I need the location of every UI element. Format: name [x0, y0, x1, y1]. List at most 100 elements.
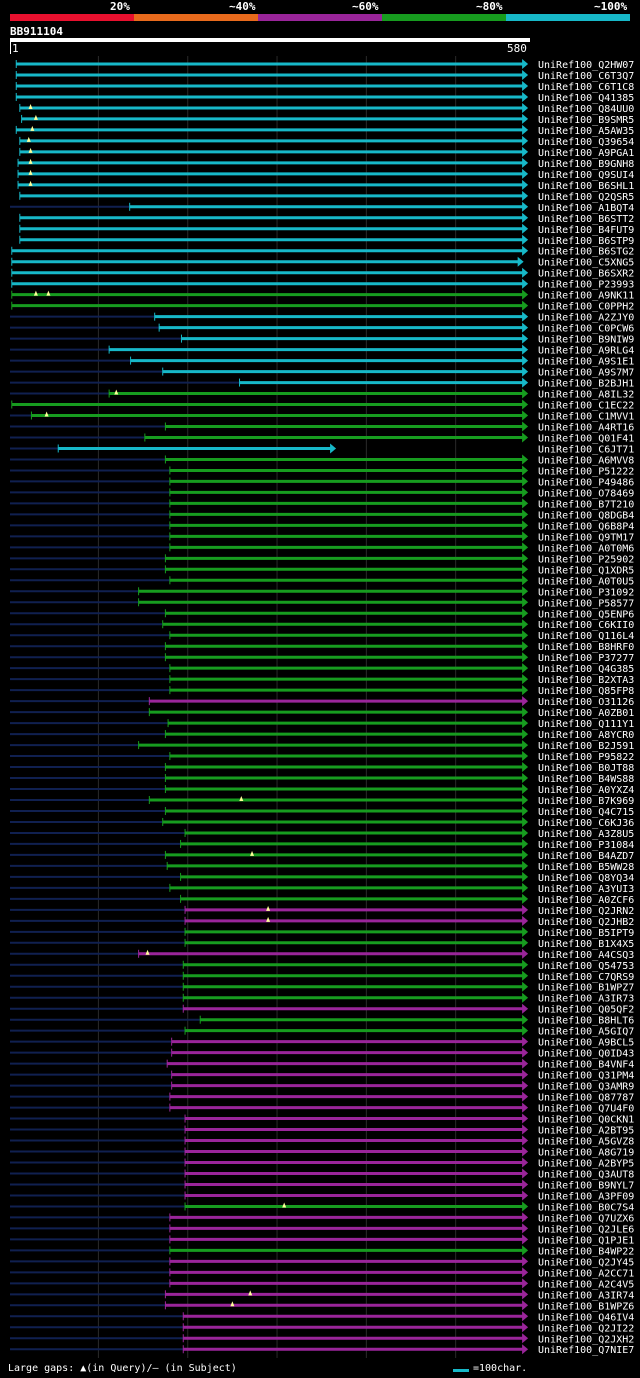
hit-label: UniRef100_B1X4X5 [538, 939, 634, 950]
hit-label: UniRef100_B1WPZ7 [538, 983, 634, 994]
hit-row: UniRef100_O31126 [10, 696, 634, 708]
hit-arrow [522, 531, 529, 542]
hit-label: UniRef100_A9S7M7 [538, 368, 634, 379]
hit-label: UniRef100_Q01F41 [538, 433, 634, 444]
hit-row: UniRef100_Q1PJE1 [10, 1234, 634, 1246]
hit-row: UniRef100_B2XTA3 [10, 674, 634, 686]
legend-label-5: ~100% [594, 0, 628, 13]
hit-row: UniRef100_Q39654 [19, 135, 634, 148]
hit-row: UniRef100_A4CSQ3 [10, 948, 634, 961]
hit-arrow [522, 311, 529, 322]
hit-label: UniRef100_B8HLT6 [538, 1016, 634, 1027]
hit-row: UniRef100_A0T0U5 [10, 575, 634, 587]
hit-arrow [522, 542, 529, 553]
hit-label: UniRef100_Q111Y1 [538, 719, 634, 730]
hit-row: UniRef100_C6T3Q7 [15, 69, 634, 82]
legend-label-2: ~40% [229, 0, 256, 13]
hit-arrow [522, 245, 529, 256]
query-gap-marker [230, 1301, 235, 1307]
hit-arrow [522, 805, 529, 816]
hit-row: UniRef100_Q4C715 [10, 805, 634, 818]
hit-label: UniRef100_C0PPH2 [538, 302, 634, 313]
hit-row: UniRef100_Q54753 [10, 959, 634, 972]
hit-label: UniRef100_B4WP22 [538, 1246, 634, 1257]
hit-row: UniRef100_B5IPT9 [10, 926, 634, 939]
legend-segment-5 [506, 14, 630, 21]
query-gap-marker [28, 103, 33, 109]
hit-label: UniRef100_Q31PM4 [538, 1071, 634, 1082]
hit-row: UniRef100_Q8DGB4 [10, 509, 634, 521]
hit-label: UniRef100_A0ZCF6 [538, 895, 634, 906]
hit-arrow [522, 201, 529, 212]
hit-arrow [522, 498, 529, 509]
query-gap-marker [28, 158, 33, 164]
hit-arrow [522, 168, 529, 179]
hit-row: UniRef100_Q7U4F0 [10, 1102, 634, 1115]
hit-row: UniRef100_C1MVV1 [10, 410, 634, 423]
hit-row: UniRef100_Q2JI22 [10, 1322, 634, 1334]
hit-arrow [522, 586, 529, 597]
hit-row: UniRef100_P25902 [10, 553, 634, 565]
hit-label: UniRef100_Q2HW07 [538, 60, 634, 71]
hit-arrow [330, 443, 337, 454]
hit-arrow [522, 597, 529, 608]
hit-label: UniRef100_B6STT2 [538, 214, 634, 225]
hit-label: UniRef100_Q46IV4 [538, 1312, 634, 1323]
hit-label: UniRef100_A8YCR0 [538, 730, 634, 741]
legend-segment-1 [10, 14, 134, 21]
hit-row: UniRef100_Q116L4 [10, 630, 634, 642]
hit-row: UniRef100_Q8YQ34 [10, 871, 634, 884]
hit-label: UniRef100_Q2JXH2 [538, 1334, 634, 1345]
hit-label: UniRef100_B9GNH8 [538, 159, 634, 170]
hit-row: UniRef100_A2BYP5 [10, 1157, 634, 1170]
hit-row: UniRef100_B4WP22 [10, 1245, 634, 1257]
hit-arrow [522, 157, 529, 168]
hit-label: UniRef100_A5GVZ8 [538, 1137, 634, 1148]
hit-arrow [522, 1333, 529, 1344]
hit-arrow [522, 1157, 529, 1168]
query-gap-marker [28, 147, 33, 153]
hit-arrow [522, 773, 529, 784]
hit-arrow [522, 509, 529, 520]
hit-arrow [522, 212, 529, 223]
hit-label: UniRef100_B4FUT9 [538, 225, 634, 236]
hit-arrow [522, 970, 529, 981]
query-gap-marker [46, 290, 51, 296]
hit-row: UniRef100_B4VNF4 [10, 1058, 634, 1071]
hit-arrow [522, 630, 529, 641]
hit-arrow [522, 838, 529, 849]
hit-label: UniRef100_B2J591 [538, 741, 634, 752]
hit-arrow [522, 355, 529, 366]
hit-label: UniRef100_Q1PJE1 [538, 1235, 634, 1246]
query-gap-marker [28, 169, 33, 175]
hit-label: UniRef100_P31092 [538, 587, 634, 598]
hit-row: UniRef100_Q4G385 [10, 663, 634, 675]
hit-row: UniRef100_Q2QSR5 [19, 190, 634, 203]
legend-segment-2 [134, 14, 258, 21]
hit-row: UniRef100_A9RLG4 [10, 344, 634, 357]
query-scale-start: 1 [12, 42, 19, 55]
hit-row: UniRef100_A2ZJY0 [10, 311, 634, 324]
hit-label: UniRef100_B1WPZ6 [538, 1301, 634, 1312]
hit-label: UniRef100_B4AZD7 [538, 851, 634, 862]
hit-row: UniRef100_B8HRF0 [10, 641, 634, 653]
hit-row: UniRef100_B5WW28 [10, 860, 634, 873]
hit-label: UniRef100_P25902 [538, 554, 634, 565]
hit-label: UniRef100_Q4C715 [538, 807, 634, 818]
hit-row: UniRef100_C6T1C8 [15, 80, 634, 93]
hit-label: UniRef100_A4CSQ3 [538, 950, 634, 961]
hit-row: UniRef100_B6STT2 [19, 212, 634, 225]
hit-arrow [522, 707, 529, 718]
hit-arrow [522, 1014, 529, 1025]
hit-row: UniRef100_A5GVZ8 [10, 1135, 634, 1148]
hit-label: UniRef100_A2C4V5 [538, 1279, 634, 1290]
hit-row: UniRef100_B6STP9 [19, 234, 634, 247]
hit-row: UniRef100_C0PPH2 [11, 300, 634, 313]
hit-label: UniRef100_A3IR73 [538, 994, 634, 1005]
hit-arrow [522, 1234, 529, 1245]
hit-row: UniRef100_P31092 [10, 586, 634, 598]
query-scale-tick [10, 42, 11, 54]
hit-row: UniRef100_A6MVV8 [10, 454, 634, 466]
hit-label: UniRef100_B5WW28 [538, 862, 634, 873]
hit-label: UniRef100_A6MVV8 [538, 455, 634, 466]
